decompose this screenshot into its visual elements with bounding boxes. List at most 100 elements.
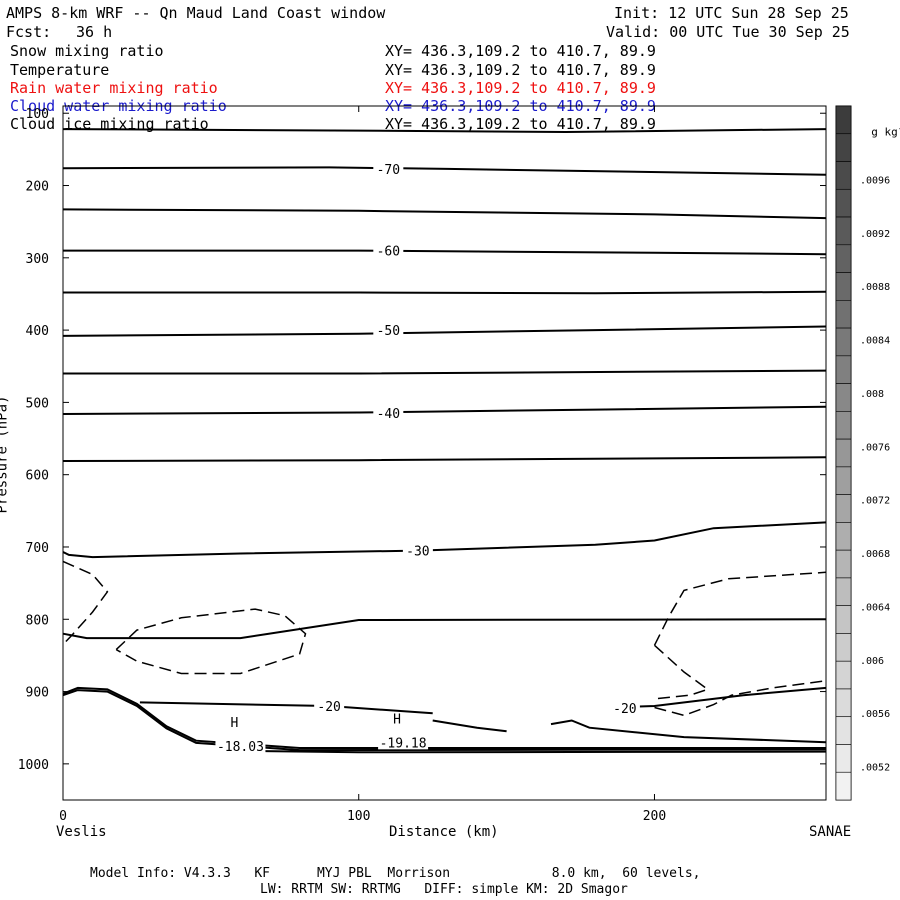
contour-label: -60: [377, 245, 400, 260]
temperature-contour: [62, 208, 827, 220]
temperature-contour: [62, 325, 827, 337]
contour-label-background: [609, 701, 640, 716]
temperature-contour: [63, 369, 827, 375]
temperature-contour: [432, 719, 507, 733]
high-marker: H: [393, 712, 401, 727]
colorbar-segment: [835, 716, 852, 745]
y-tick-label: 900: [26, 686, 49, 701]
y-tick-label: 800: [26, 613, 49, 628]
colorbar-tick-label: .006: [860, 656, 884, 667]
contour-label: -30: [406, 545, 429, 560]
y-tick-label: 100: [26, 107, 49, 122]
colorbar-tick-label: .0076: [860, 442, 890, 453]
colorbar-segment: [835, 355, 852, 384]
init-time: Init: 12 UTC Sun 28 Sep 25: [614, 4, 849, 22]
contour-label: -20: [317, 700, 340, 715]
colorbar-tick-label: .0072: [860, 496, 890, 507]
temperature-contour: [62, 405, 827, 415]
snow-mixing-ratio-contour: [654, 679, 827, 717]
variable-name: Rain water mixing ratio: [10, 79, 218, 97]
contour-label: -50: [377, 324, 400, 339]
contour-label: -40: [377, 407, 400, 422]
high-value-background: [378, 736, 429, 750]
high-value: -19.18: [380, 736, 427, 751]
x-tick-label: 100: [347, 809, 370, 824]
colorbar-segment: [835, 161, 852, 190]
colorbar-tick-label: .0088: [860, 282, 890, 293]
temperature-contour: [240, 749, 827, 754]
chart-title: AMPS 8-km WRF -- Qn Maud Land Coast wind…: [6, 4, 386, 22]
colorbar-segment: [835, 660, 852, 690]
temperature-contour: [62, 166, 827, 176]
colorbar-segment: [835, 244, 852, 273]
temperature-contour: [62, 686, 826, 749]
x-tick-label: 0: [59, 809, 67, 824]
colorbar-tick-label: .0064: [860, 602, 890, 613]
colorbar-segment: [835, 438, 852, 468]
high-value: -18.03: [217, 740, 264, 755]
fcst-value: 36 h: [76, 23, 113, 41]
variable-xy: XY= 436.3,109.2 to 410.7, 89.9: [385, 115, 656, 133]
right-endpoint-label: SANAE: [809, 824, 852, 840]
y-tick-label: 200: [26, 180, 49, 195]
temperature-contour: [63, 290, 827, 295]
fcst-label: Fcst:: [6, 23, 52, 41]
y-tick-label: 600: [26, 469, 49, 484]
snow-mixing-ratio-contour: [653, 644, 710, 700]
colorbar-unit-text: g kg: [871, 125, 898, 139]
colorbar-segment: [835, 133, 852, 162]
colorbar-segment: [835, 577, 852, 606]
y-axis-label: Pressure (hPa): [0, 395, 11, 514]
colorbar-segment: [835, 466, 852, 495]
contour-label-background: [402, 543, 433, 558]
temperature-contour: [63, 249, 827, 256]
y-tick-label: 700: [26, 541, 49, 556]
contour-label-background: [373, 243, 404, 258]
temperature-contour: [62, 689, 827, 752]
temperature-contour: [62, 521, 827, 559]
contour-label-background: [314, 699, 345, 714]
colorbar-tick-label: .0052: [860, 763, 890, 774]
colorbar-segment: [835, 633, 852, 662]
snow-mixing-ratio-contour: [653, 571, 827, 646]
temperature-contour: [62, 618, 827, 640]
colorbar-segment: [835, 549, 852, 579]
y-tick-label: 400: [26, 324, 49, 339]
colorbar-segment: [835, 188, 852, 218]
colorbar-segment: [835, 605, 852, 634]
colorbar-segment: [835, 771, 852, 801]
colorbar-segment: [835, 688, 852, 718]
left-endpoint-label: Veslis: [56, 824, 107, 840]
valid-time: Valid: 00 UTC Tue 30 Sep 25: [606, 23, 850, 41]
variable-name: Temperature: [10, 61, 110, 79]
temperature-contour: [610, 686, 827, 709]
snow-mixing-ratio-contour: [115, 608, 307, 675]
high-value-background: [215, 739, 266, 753]
colorbar-segment: [835, 216, 852, 246]
snow-mixing-ratio-contour: [62, 560, 109, 646]
colorbar-segment: [835, 327, 852, 357]
colorbar-segment: [835, 300, 852, 329]
colorbar-unit: g kg-1: [858, 103, 900, 141]
x-axis-label: Distance (km): [389, 824, 499, 840]
colorbar-segment: [835, 411, 852, 440]
colorbar-segment: [835, 522, 852, 551]
colorbar-segment: [835, 105, 852, 135]
y-tick-label: 1000: [18, 758, 49, 773]
variable-xy: XY= 436.3,109.2 to 410.7, 89.9: [385, 42, 656, 60]
colorbar-unit-exponent: -1: [898, 124, 900, 133]
colorbar-segment: [835, 383, 852, 412]
colorbar-tick-label: .0068: [860, 549, 890, 560]
temperature-contour: [62, 456, 827, 462]
contour-label: -70: [377, 163, 400, 178]
colorbar-segment: [835, 744, 852, 773]
y-tick-label: 500: [26, 396, 49, 411]
model-info: Model Info: V4.3.3 KF MYJ PBL Morrison 8…: [90, 866, 701, 881]
temperature-contour: [550, 719, 827, 744]
colorbar-tick-label: .0056: [860, 709, 890, 720]
contour-label-background: [373, 323, 404, 338]
y-tick-label: 300: [26, 252, 49, 267]
plot-frame: [62, 105, 827, 801]
colorbar-tick-label: .0092: [860, 229, 890, 240]
variable-xy: XY= 436.3,109.2 to 410.7, 89.9: [385, 61, 656, 79]
